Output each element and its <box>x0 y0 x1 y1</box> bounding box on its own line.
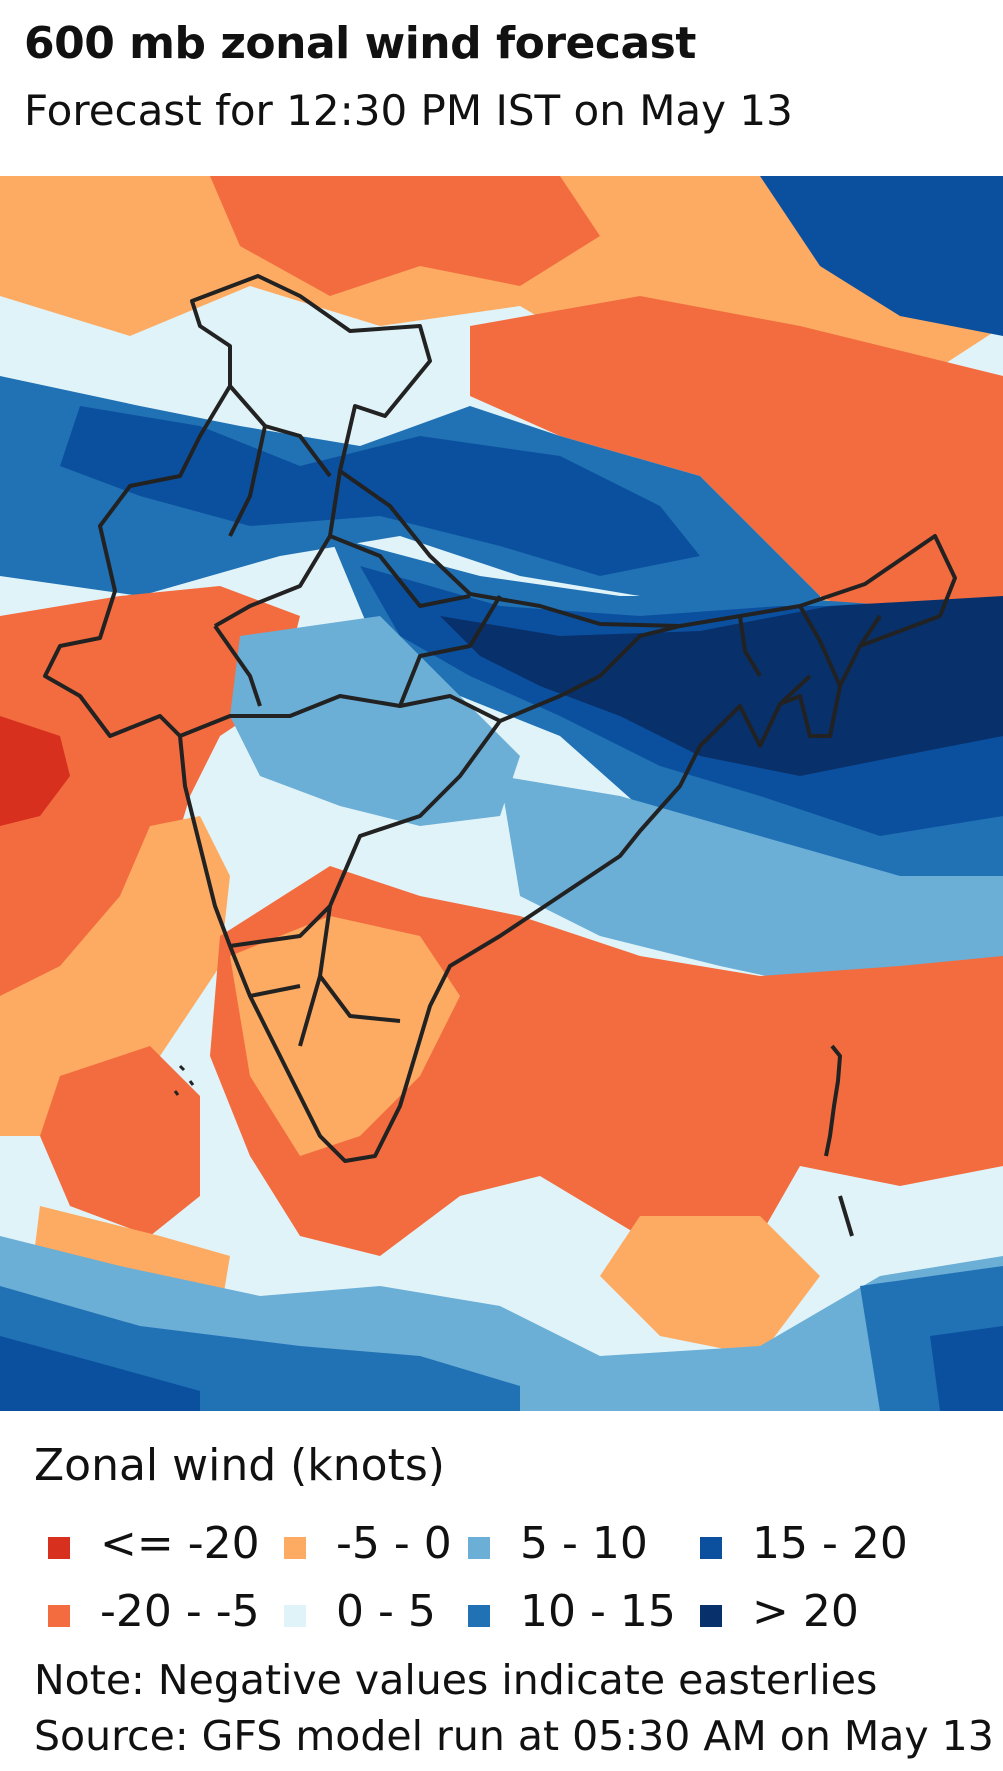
map-title: 600 mb zonal wind forecast <box>24 18 696 69</box>
wind-map <box>0 176 1003 1411</box>
state-borders-south <box>229 719 502 1047</box>
legend-swatch <box>284 1537 306 1559</box>
lakshadweep-islands <box>173 1064 195 1096</box>
india-boundaries <box>43 274 957 1237</box>
legend-label: 15 - 20 <box>752 1518 908 1569</box>
andaman-islands <box>824 1044 854 1237</box>
state-borders-north <box>214 384 471 628</box>
legend-item: <= -20 <box>48 1516 260 1572</box>
legend-label: <= -20 <box>100 1518 260 1569</box>
legend-swatch <box>468 1537 490 1559</box>
source-text: Source: GFS model run at 05:30 AM on May… <box>34 1712 994 1760</box>
field-andaman-light <box>600 1216 820 1356</box>
legend-item: 0 - 5 <box>284 1584 436 1640</box>
field-south-light <box>230 916 460 1156</box>
legend-label: 5 - 10 <box>520 1518 648 1569</box>
legend-label: 10 - 15 <box>520 1586 676 1637</box>
field-top-orange <box>210 176 600 296</box>
legend-swatch <box>48 1605 70 1627</box>
field-central-blue <box>230 616 520 826</box>
field-bay-blue <box>500 776 1003 996</box>
legend-item: 15 - 20 <box>700 1516 908 1572</box>
legend-item: 5 - 10 <box>468 1516 648 1572</box>
legend-swatch <box>284 1605 306 1627</box>
note-text: Note: Negative values indicate easterlie… <box>34 1656 878 1704</box>
legend-label: -5 - 0 <box>336 1518 452 1569</box>
state-borders-central <box>179 594 681 738</box>
legend-swatch <box>700 1537 722 1559</box>
legend-item: 10 - 15 <box>468 1584 676 1640</box>
field-north-darkblue <box>60 406 700 576</box>
field-ne-orange <box>470 296 1003 646</box>
state-borders-northeast <box>738 605 882 706</box>
field-west-light <box>0 816 230 1136</box>
legend-swatch <box>468 1605 490 1627</box>
field-sw-orange <box>40 1046 200 1236</box>
legend-label: 0 - 5 <box>336 1586 436 1637</box>
legend-swatch <box>700 1605 722 1627</box>
india-outline <box>43 274 957 1163</box>
legend-label: > 20 <box>752 1586 859 1637</box>
legend-item: -20 - -5 <box>48 1584 260 1640</box>
field-west-red <box>0 716 70 826</box>
field-se-darkblue <box>930 1326 1003 1411</box>
legend-swatch <box>48 1537 70 1559</box>
wind-field-raster <box>0 176 1003 1411</box>
map-subtitle: Forecast for 12:30 PM IST on May 13 <box>24 86 793 135</box>
legend-item: > 20 <box>700 1584 859 1640</box>
legend-item: -5 - 0 <box>284 1516 452 1572</box>
field-sw-darkblue <box>0 1336 200 1411</box>
legend-label: -20 - -5 <box>100 1586 260 1637</box>
field-ne-darkblue <box>760 176 1003 336</box>
legend-title: Zonal wind (knots) <box>34 1440 445 1491</box>
